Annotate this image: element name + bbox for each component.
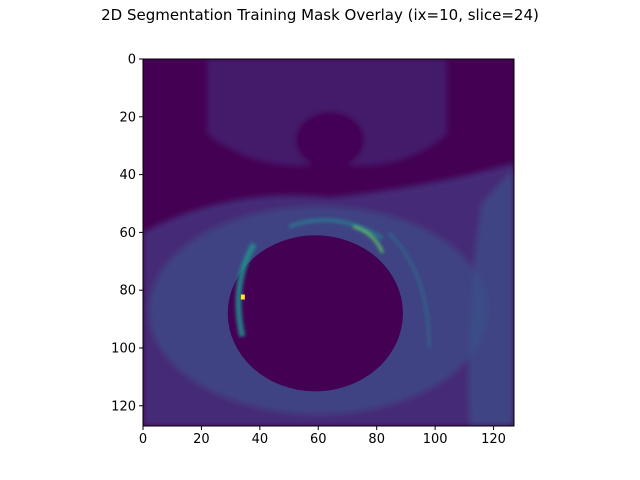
peak-pixel: [240, 294, 245, 300]
y-tick-label: 100: [111, 341, 136, 356]
x-tick-label: 60: [310, 432, 327, 447]
y-tick-label: 20: [119, 110, 136, 125]
y-tick-label: 80: [119, 284, 136, 299]
x-tick-label: 20: [193, 432, 210, 447]
y-tick-label: 120: [111, 399, 136, 414]
rim-highlights: [235, 218, 431, 348]
lumen: [227, 235, 403, 392]
x-tick-label: 0: [139, 432, 147, 447]
y-axis: 0 20 40 60 80 100 120: [111, 53, 143, 414]
x-tick-label: 120: [481, 432, 506, 447]
y-tick-label: 40: [119, 168, 136, 183]
plot-frame: [142, 58, 515, 427]
y-tick-label: 60: [119, 226, 136, 241]
y-tick-label: 0: [128, 53, 136, 68]
x-tick-label: 80: [368, 432, 385, 447]
x-tick-label: 40: [252, 432, 269, 447]
x-tick-label: 100: [423, 432, 448, 447]
x-axis: 0 20 40 60 80 100 120: [139, 426, 506, 447]
heatmap-image: [143, 59, 514, 426]
chart-title: 2D Segmentation Training Mask Overlay (i…: [101, 6, 539, 24]
